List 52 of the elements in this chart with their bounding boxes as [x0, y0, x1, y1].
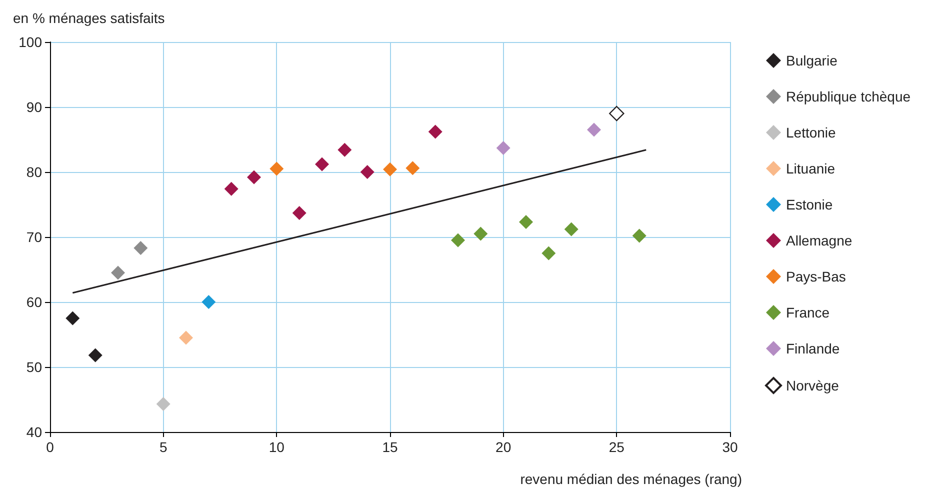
- y-tick-label: 100: [18, 34, 42, 50]
- y-tick-label: 90: [26, 99, 42, 115]
- point: [360, 165, 374, 179]
- y-tick-label: 40: [26, 424, 42, 440]
- point: [428, 124, 442, 139]
- x-tick-label: 0: [46, 439, 54, 455]
- point: [66, 311, 80, 326]
- point: [292, 206, 306, 220]
- legend-label: Bulgarie: [786, 52, 838, 68]
- legend-label: France: [786, 304, 830, 320]
- point: [202, 295, 216, 309]
- point: [587, 122, 601, 137]
- point: [564, 222, 578, 236]
- point: [270, 162, 284, 176]
- x-axis-title: revenu médian des ménages (rang): [520, 471, 742, 487]
- point: [134, 241, 148, 256]
- legend-label: Lituanie: [786, 160, 836, 176]
- x-tick-label: 15: [382, 439, 398, 455]
- y-tick-label: 50: [26, 359, 42, 375]
- point: [88, 348, 102, 362]
- x-tick-label: 30: [722, 439, 738, 455]
- legend-label: Norvège: [786, 378, 840, 394]
- point: [542, 246, 556, 260]
- point: [179, 330, 193, 345]
- point: [247, 170, 261, 184]
- point: [474, 226, 488, 241]
- legend-label: Lettonie: [786, 124, 836, 140]
- point: [609, 106, 624, 122]
- legend-label: Estonie: [786, 196, 833, 212]
- x-tick-label: 25: [608, 439, 625, 455]
- point: [224, 182, 238, 196]
- point: [383, 162, 397, 176]
- legend-label: Pays-Bas: [786, 268, 846, 284]
- point: [156, 397, 170, 412]
- y-axis-title: en % ménages satisfaits: [13, 10, 165, 26]
- x-tick-label: 10: [268, 439, 285, 455]
- point: [315, 157, 329, 172]
- legend-label: République tchèque: [786, 88, 911, 104]
- y-tick-label: 70: [26, 229, 42, 245]
- point: [338, 142, 352, 157]
- point: [632, 228, 646, 243]
- point: [111, 266, 125, 280]
- point: [519, 215, 533, 230]
- point: [496, 140, 510, 155]
- x-tick-label: 5: [159, 439, 168, 455]
- x-tick-label: 20: [496, 439, 512, 455]
- legend-label: Allemagne: [786, 232, 852, 248]
- point: [451, 233, 465, 248]
- point: [406, 161, 420, 176]
- y-tick-label: 60: [26, 294, 42, 310]
- y-tick-label: 80: [26, 164, 42, 180]
- legend-label: Finlande: [786, 340, 840, 356]
